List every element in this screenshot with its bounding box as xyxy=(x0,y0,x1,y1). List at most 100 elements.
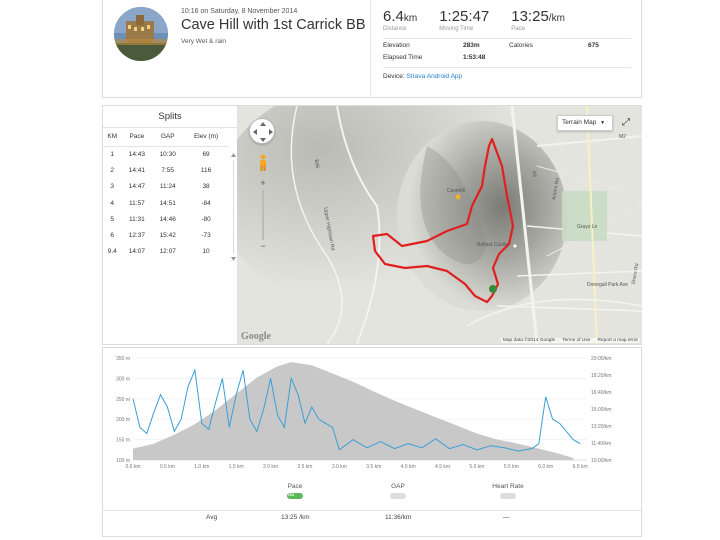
splits-header-km: KM xyxy=(103,128,122,147)
elevation-chart-card: 100 m 150 m 200 m 250 m 300 m 350 m 10:00/km 11… xyxy=(102,347,643,537)
map-type-dropdown[interactable]: Terrain Map ▼ xyxy=(557,115,613,131)
terrain-map-graphic xyxy=(237,106,642,344)
split-km: 6 xyxy=(110,232,115,240)
avg-row: Avg 13:25 /km 11:36/km — xyxy=(103,510,643,522)
splits-row[interactable]: 5 11:31 14:46 -80 xyxy=(103,211,229,227)
x-tick-label: 1.0 km xyxy=(194,464,209,470)
toggle-heart-rate[interactable]: Heart Rate xyxy=(468,483,548,499)
elevation-pace-chart[interactable]: 100 m 150 m 200 m 250 m 300 m 350 m 10:00/km 11… xyxy=(103,348,643,478)
splits-table: KM Pace GAP Elev (m) 1 14:43 10:30 69 2 14:41… xyxy=(103,128,229,260)
map-label-belfast-castle: Belfast Castle xyxy=(477,242,508,248)
primary-stats: 6.4km Distance 1:25:47 Moving Time 13:25… xyxy=(383,8,565,32)
terms-link[interactable]: Terms of Use xyxy=(562,338,591,343)
splits-title: Splits xyxy=(103,106,237,128)
stats-row-elapsed: Elapsed Time 1:53:48 xyxy=(383,54,631,66)
split-elev: -80 xyxy=(201,215,211,223)
elevation-label: Elevation xyxy=(383,42,410,49)
splits-row[interactable]: 3 14:47 11:24 38 xyxy=(103,179,229,195)
chevron-down-icon: ▼ xyxy=(600,120,606,126)
pan-control[interactable] xyxy=(249,118,275,144)
split-elev: 69 xyxy=(202,150,210,158)
split-gap: 10:30 xyxy=(159,150,176,158)
x-tick-label: 5.5 km xyxy=(504,464,519,470)
toggle-gap-switch[interactable] xyxy=(390,493,406,499)
stats-row-elevation: Elevation 283m Calories 675 xyxy=(383,42,631,54)
split-gap: 7:55 xyxy=(161,166,175,174)
map-label-a6: A6 xyxy=(530,170,538,178)
splits-map-card: Splits KM Pace GAP Elev (m) 1 14:43 10:30 6… xyxy=(102,105,642,345)
toggle-heart-rate-label: Heart Rate xyxy=(492,483,524,490)
split-pace: 14:07 xyxy=(128,248,146,256)
split-pace: 12:37 xyxy=(128,232,146,240)
split-km: 5 xyxy=(110,215,115,223)
avg-label: Avg xyxy=(206,514,218,521)
moving-time-value: 1:25:47 xyxy=(439,8,490,25)
split-elev: 10 xyxy=(202,248,210,256)
fullscreen-icon[interactable]: ⤢ xyxy=(622,117,630,128)
split-pace: 14:47 xyxy=(128,183,146,191)
toggle-gap[interactable]: GAP xyxy=(358,483,438,499)
calories-value: 675 xyxy=(588,42,599,49)
x-tick-label: 4.0 km xyxy=(401,464,416,470)
distance-stat: 6.4km Distance xyxy=(383,8,417,32)
street-view-pegman-icon[interactable] xyxy=(258,154,268,172)
y-left-tick-label: 350 m xyxy=(116,356,130,362)
chart-toggles: Pace GAP Heart Rate xyxy=(103,483,643,513)
splits-row[interactable]: 4 11:57 14:51 -84 xyxy=(103,195,229,211)
pan-arrows-icon xyxy=(253,122,273,142)
x-tick-label: 1.5 km xyxy=(229,464,244,470)
activity-photo[interactable] xyxy=(114,7,168,61)
splits-row[interactable]: 1 14:43 10:30 69 xyxy=(103,146,229,162)
y-right-tick-label: 11:40/km xyxy=(591,441,611,447)
splits-panel: Splits KM Pace GAP Elev (m) 1 14:43 10:30 6… xyxy=(103,106,237,344)
split-gap: 14:51 xyxy=(159,199,176,207)
x-tick-label: 4.5 km xyxy=(435,464,450,470)
splits-row[interactable]: 9.4 14:07 12:07 10 xyxy=(103,244,229,260)
splits-row[interactable]: 6 12:37 15:42 -73 xyxy=(103,227,229,243)
split-gap: 11:24 xyxy=(159,183,176,191)
zoom-slider[interactable] xyxy=(262,190,264,240)
avg-hr-value: — xyxy=(503,514,510,521)
split-gap: 12:07 xyxy=(159,248,176,256)
toggle-heart-rate-switch[interactable] xyxy=(500,493,516,499)
splits-header-elev: Elev (m) xyxy=(183,128,229,147)
map-label-grays-ln: Grays Ln xyxy=(577,224,598,230)
y-left-tick-label: 250 m xyxy=(116,397,130,403)
route-map[interactable]: Cavehill Belfast Castle Antrim Rd Donega… xyxy=(237,106,642,344)
pace-value: 13:25 xyxy=(511,8,549,25)
toggle-pace[interactable]: Pace xyxy=(255,483,335,499)
toggle-pace-switch[interactable] xyxy=(287,492,303,499)
splits-row[interactable]: 2 14:41 7:55 116 xyxy=(103,162,229,178)
split-pace: 11:57 xyxy=(128,199,145,207)
split-km: 9.4 xyxy=(107,248,117,256)
distance-label: Distance xyxy=(383,26,407,32)
y-left-tick-label: 300 m xyxy=(116,376,130,382)
x-tick-label: 2.5 km xyxy=(297,464,312,470)
y-right-tick-label: 13:20/km xyxy=(591,424,612,430)
y-left-tick-label: 200 m xyxy=(116,417,130,423)
x-tick-label: 0.5 km xyxy=(160,464,175,470)
elapsed-value: 1:53:48 xyxy=(463,54,486,61)
toggle-pace-label: Pace xyxy=(287,483,303,490)
zoom-in-button[interactable]: + xyxy=(260,178,266,188)
report-error-link[interactable]: Report a map error xyxy=(597,338,638,343)
splits-scrollbar[interactable] xyxy=(230,152,237,262)
distance-unit: km xyxy=(403,13,418,24)
split-km: 3 xyxy=(110,183,115,191)
split-elev: -84 xyxy=(201,199,211,207)
avg-pace-value: 13:25 /km xyxy=(281,514,310,521)
map-data-credit: Map data ©2014 Google xyxy=(502,338,556,343)
y-right-tick-label: 20:00/km xyxy=(591,356,612,362)
x-tick-label: 3.5 km xyxy=(366,464,381,470)
device-link[interactable]: Strava Android App xyxy=(406,73,463,80)
x-tick-label: 5.0 km xyxy=(469,464,484,470)
map-type-label: Terrain Map xyxy=(562,119,597,126)
zoom-out-button[interactable]: − xyxy=(260,241,266,251)
split-km: 4 xyxy=(110,199,115,207)
y-left-tick-label: 150 m xyxy=(116,438,130,444)
moving-time-label: Moving Time xyxy=(439,26,474,32)
google-logo: Google xyxy=(241,331,271,342)
map-attribution: Map data ©2014 Google Terms of Use Repor… xyxy=(500,338,640,343)
map-label-donegall: Donegall Park Ave xyxy=(587,282,629,288)
activity-title[interactable]: Cave Hill with 1st Carrick BB xyxy=(181,17,366,33)
